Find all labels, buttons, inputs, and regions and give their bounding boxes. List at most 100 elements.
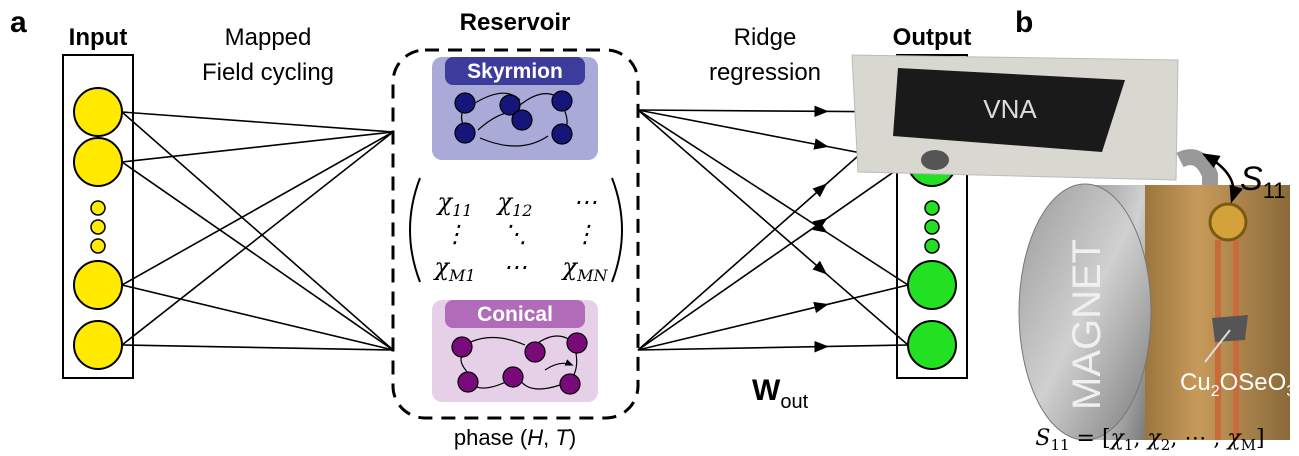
equation: S11 = [χ1, χ2, ⋯ , χM]: [1035, 426, 1264, 454]
vna-label: VNA: [983, 94, 1037, 124]
text-part: 1: [1124, 436, 1134, 454]
wire: [121, 111, 394, 351]
text-part: 11: [452, 201, 472, 220]
text-part: ,: [543, 425, 555, 450]
vna-screen: [893, 68, 1125, 152]
text-part: S: [1035, 426, 1050, 451]
skyrmion-header: [445, 57, 585, 85]
weight-arrow: [637, 340, 909, 353]
text-part: χ: [1109, 426, 1126, 451]
ridge-label: Ridge: [734, 24, 797, 51]
matrix-cell: ⋮: [443, 220, 467, 248]
conical-network: [451, 332, 588, 395]
text-part: 2: [1211, 383, 1220, 400]
text-part: MN: [576, 266, 608, 285]
text-part: W: [752, 374, 781, 407]
reservoir-title: Reservoir: [460, 9, 571, 36]
mapped-label: Field cycling: [202, 59, 334, 86]
skyrmion-network: [454, 90, 573, 147]
ridge-label: regression: [709, 59, 821, 86]
text-part: χ: [1145, 426, 1162, 451]
text-part: 12: [512, 201, 532, 220]
text-part: , ⋯ ,: [1170, 426, 1227, 451]
neuron: [73, 260, 123, 310]
matrix-bracket: [611, 177, 623, 283]
wire: [121, 131, 394, 286]
wire: [121, 131, 394, 163]
wire: [121, 111, 394, 133]
connector: [1208, 202, 1248, 242]
neuron-dot: [90, 238, 106, 254]
text-part: M: [1241, 436, 1256, 454]
mapped-label: Mapped: [225, 24, 312, 51]
text-part: = [: [1070, 426, 1111, 451]
conical-header: [445, 300, 585, 328]
text-part: ): [569, 425, 576, 450]
text-part: Cu: [1180, 369, 1211, 396]
text-part: χ: [561, 253, 579, 281]
input-title: Input: [69, 24, 128, 51]
neuron-dot: [924, 219, 940, 235]
text-part: ⋮: [573, 220, 597, 248]
neuron: [73, 87, 123, 137]
matrix: χ11 χ12 ⋯⋮ ⋱ ⋮χM1 ⋯ χMN: [432, 188, 608, 285]
neuron: [907, 260, 957, 310]
matrix-cell: χM1: [432, 253, 475, 285]
text-part: 2: [1161, 436, 1171, 454]
magnet-label: MAGNET: [1065, 239, 1109, 410]
panel-label: b: [1015, 6, 1033, 39]
neuron-dot: [924, 200, 940, 216]
text-part: H: [527, 425, 543, 450]
text-part: OSeO: [1220, 369, 1287, 396]
output-title: Output: [893, 24, 972, 51]
wire: [121, 131, 394, 346]
weight-arrow: [637, 284, 909, 351]
text-part: phase (: [454, 425, 528, 450]
text-part: ⋯: [503, 253, 527, 281]
matrix-cell: χMN: [561, 253, 609, 285]
matrix-cell: χ12: [496, 188, 533, 220]
matrix-cell: ⋱: [503, 220, 527, 248]
matrix-bracket: [409, 177, 421, 283]
text-part: χ: [436, 188, 454, 216]
text-part: ]: [1256, 426, 1265, 451]
matrix-cell: ⋮: [573, 220, 597, 248]
skyrmion-label: Skyrmion: [467, 60, 563, 83]
w-out-label: Wout: [752, 374, 809, 413]
sample-pointer: [1204, 329, 1231, 363]
matrix-cell: χ11: [436, 188, 473, 220]
neuron-dot: [924, 238, 940, 254]
text-part: M1: [448, 266, 476, 285]
vna-port: [921, 150, 949, 170]
conical-label: Conical: [477, 303, 553, 326]
text-part: χ: [496, 188, 514, 216]
wire: [121, 284, 394, 351]
s11-label: S11: [1240, 160, 1286, 203]
text-part: S: [1240, 160, 1263, 198]
output-box: [896, 54, 968, 379]
neuron: [73, 320, 123, 370]
matrix-cell: ⋯: [503, 253, 527, 281]
neuron-dot: [90, 219, 106, 235]
neuron: [907, 320, 957, 370]
magnet-face: [1018, 183, 1152, 441]
text-part: 11: [1263, 178, 1286, 203]
text-part: 11: [1050, 436, 1069, 454]
phase-label: phase (H, T): [454, 425, 576, 450]
matrix-cell: ⋯: [573, 188, 597, 216]
text-part: χ: [1225, 426, 1242, 451]
text-part: ,: [1133, 426, 1147, 451]
sample-holder: [1105, 185, 1290, 440]
text-part: ⋱: [503, 220, 527, 248]
text-part: ⋮: [443, 220, 467, 248]
reservoir-box: [391, 48, 640, 420]
wire: [121, 161, 394, 351]
text-part: out: [780, 391, 808, 413]
text-part: ⋯: [573, 188, 597, 216]
sample: [1212, 315, 1248, 342]
wire: [121, 344, 394, 351]
input-box: [62, 54, 134, 379]
neuron-dot: [90, 200, 106, 216]
weight-arrow: [637, 161, 909, 351]
